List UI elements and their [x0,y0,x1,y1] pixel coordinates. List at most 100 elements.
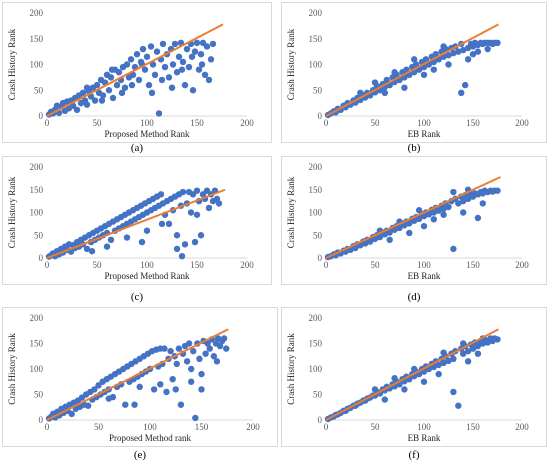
trend-line [46,188,226,259]
x-tick-label: 100 [417,260,431,270]
data-point [204,340,211,347]
data-point [461,81,469,89]
data-point [141,66,149,73]
data-point [115,69,123,76]
data-point [460,46,467,54]
data-point [113,81,121,89]
chart-panel-e: 0 50 100 150 200 0 50 100 150 200 Proposed Method … [2,307,278,447]
data-point [440,349,447,356]
x-tick-label: 200 [515,260,529,270]
data-point [357,89,364,97]
data-point [165,220,173,228]
data-point [133,51,141,58]
data-point [403,66,410,73]
y-tick-label: 0 [39,111,44,121]
y-tick-label: 100 [30,208,44,218]
trend-line [46,23,224,117]
trend-line [325,176,501,259]
data-point [91,97,99,104]
x-tick-label: 150 [466,260,480,270]
x-tick-label: 150 [466,422,480,432]
data-point [179,188,187,196]
x-tick-label: 0 [324,118,329,128]
data-point [386,229,393,236]
data-point [79,89,87,97]
x-tick-label: 150 [466,118,480,128]
data-point [185,63,193,71]
data-point [464,195,472,203]
data-point [455,200,462,207]
data-point [193,39,201,47]
data-point [191,48,199,55]
y-tick-label: 50 [313,230,323,240]
data-point [118,89,126,97]
x-axis-title: Proposed Method rank [109,433,191,443]
data-point [181,241,189,248]
trend-line [325,328,499,421]
data-point [83,84,91,91]
y-tick-label: 50 [313,85,323,95]
data-point [121,84,129,91]
y-tick-label: 150 [309,339,323,349]
data-point [128,81,136,89]
data-point [173,69,181,76]
data-point [391,374,398,382]
data-point [445,61,452,68]
data-point [122,401,129,408]
data-point [223,345,230,352]
data-point [88,247,96,255]
y-tick-label: 0 [39,253,44,263]
x-tick-label: 150 [190,118,204,128]
data-point [435,207,442,214]
data-point [207,56,215,63]
data-point [123,234,131,241]
x-tick-label: 200 [515,118,529,128]
data-point [129,71,137,79]
data-point [464,56,472,63]
x-axis-title: Proposed Method Rank [105,271,190,281]
data-point [167,347,174,355]
y-tick-label: 200 [30,162,44,172]
caption-b: (b) [407,142,421,154]
chart-panel-b: 0 50 100 150 200 0 50 100 150 200 EB Rank Crash His… [281,2,547,143]
y-axis-title: Crash History Rank [7,333,17,405]
data-point [168,84,176,91]
data-point [193,211,201,218]
data-point [215,200,223,207]
y-tick-label: 200 [30,8,44,18]
data-point [474,342,482,350]
data-point [175,53,183,60]
data-point [155,110,163,117]
data-point [178,252,186,260]
data-point [474,350,482,357]
data-point [192,414,199,422]
data-point [411,365,418,373]
data-point [83,245,91,253]
data-point [171,40,179,48]
data-point [371,386,379,393]
data-point [136,383,143,391]
data-point [165,74,173,81]
y-tick-label: 100 [309,364,323,374]
data-point [197,232,205,239]
data-point [163,388,170,396]
trend-line [325,23,499,117]
y-tick-label: 200 [309,8,323,18]
y-tick-label: 0 [318,415,323,425]
data-point [494,39,501,47]
y-tick-label: 150 [30,34,44,44]
data-point [158,220,166,228]
data-point [147,43,155,50]
data-point [173,360,180,368]
y-tick-label: 100 [309,208,323,218]
data-point [197,51,205,58]
y-tick-label: 50 [313,390,323,400]
y-tick-label: 100 [30,60,44,70]
data-point [73,106,81,114]
data-point [108,66,116,73]
x-axis-title: Proposed Method Rank [105,129,190,139]
caption-a: (a) [130,142,144,154]
x-tick-label: 50 [93,118,103,128]
data-point [420,71,428,79]
data-point [216,342,224,350]
